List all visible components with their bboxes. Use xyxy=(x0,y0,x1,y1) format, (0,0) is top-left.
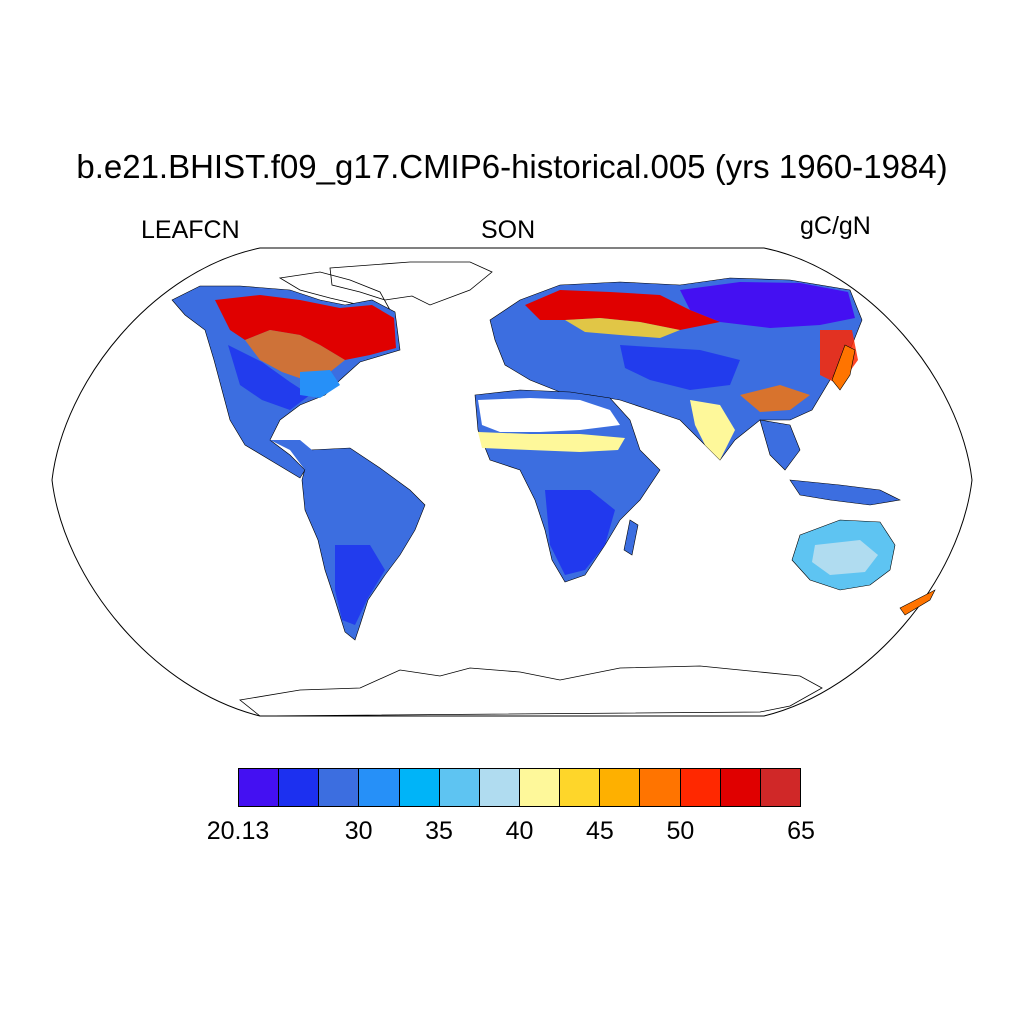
sahel-yellow-band xyxy=(478,432,625,452)
north-america-blue-interior xyxy=(228,345,310,410)
north-america-orange-fringe xyxy=(245,330,345,380)
colorbar xyxy=(238,768,801,807)
colorbar-label: 45 xyxy=(586,817,614,845)
colorbar-box xyxy=(319,769,360,806)
new-zealand-region xyxy=(899,589,936,616)
colorbar-box xyxy=(600,769,641,806)
central-africa-dark-blue xyxy=(545,490,615,575)
north-america-high-band xyxy=(215,295,396,360)
colorbar-box xyxy=(519,769,561,806)
southeast-asia-region xyxy=(759,419,801,471)
season-label: SON xyxy=(481,216,536,244)
colorbar-box xyxy=(399,769,440,806)
colorbar-box xyxy=(239,769,280,806)
colorbar-box xyxy=(560,769,601,806)
antarctica-outline xyxy=(239,665,823,717)
variable-label: LEAFCN xyxy=(141,216,240,244)
colorbar-box xyxy=(479,769,520,806)
colorbar-box xyxy=(720,769,761,806)
colorbar-box xyxy=(439,769,480,806)
colorbar-label: 35 xyxy=(425,817,453,845)
greenland-outline xyxy=(329,261,493,306)
central-america xyxy=(270,440,312,470)
east-us-blue xyxy=(300,370,340,398)
sahara-empty xyxy=(478,398,620,432)
units-label: gC/gN xyxy=(800,212,871,240)
colorbar-box xyxy=(760,769,800,806)
madagascar-region xyxy=(623,519,639,556)
eurasia-red-band xyxy=(525,290,720,330)
south-america-region xyxy=(301,447,426,641)
map-title: b.e21.BHIST.f09_g17.CMIP6-historical.005… xyxy=(76,148,948,185)
australia-interior xyxy=(812,540,878,575)
colorbar-box xyxy=(279,769,320,806)
india-region xyxy=(690,400,735,460)
colorbar-label: 65 xyxy=(787,817,815,845)
siberia-dark-blue xyxy=(680,282,855,328)
eurasia-yellow-fringe xyxy=(565,318,680,338)
central-asia-dark-blue xyxy=(620,345,740,390)
himalaya-orange xyxy=(740,385,810,412)
colorbar-label: 20.13 xyxy=(206,817,270,845)
colorbar-box xyxy=(359,769,400,806)
indonesia-region xyxy=(789,479,901,506)
colorbar-box xyxy=(680,769,721,806)
south-america-southern-blue xyxy=(335,545,385,625)
colorbar-label: 40 xyxy=(505,817,534,845)
colorbar-box xyxy=(640,769,681,806)
colorbar-label: 30 xyxy=(344,817,373,845)
japan-region xyxy=(831,344,856,391)
colorbar-label: 50 xyxy=(666,817,695,845)
